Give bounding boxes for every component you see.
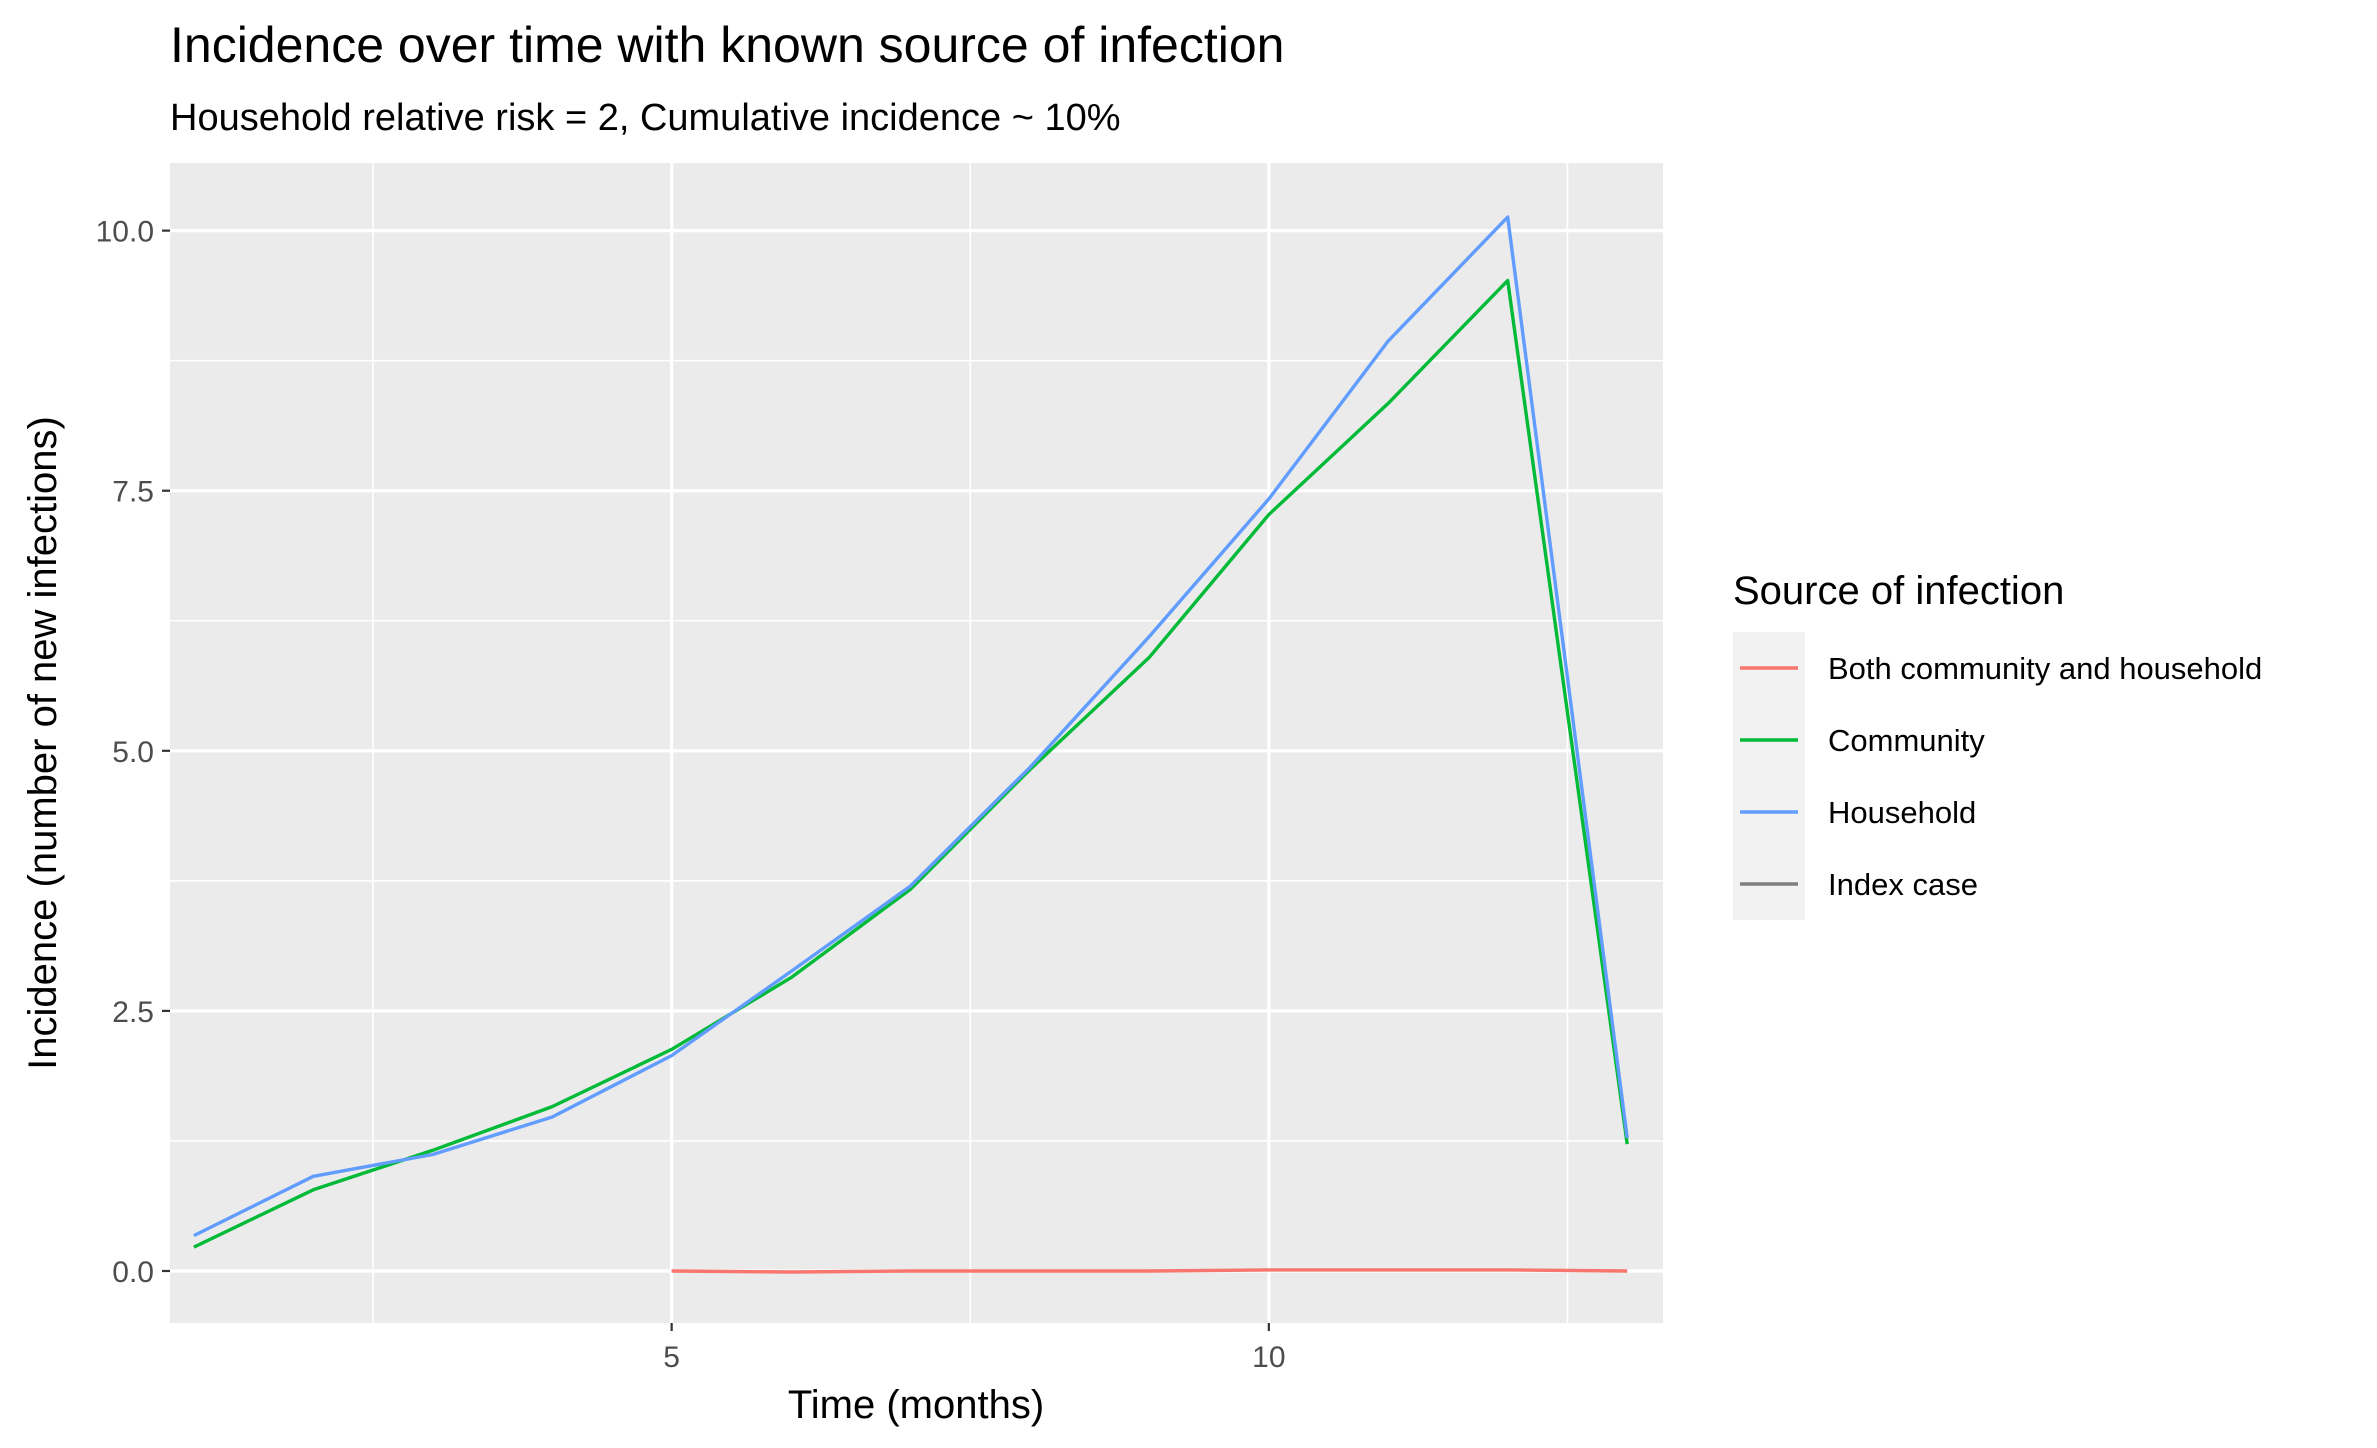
legend-label-community: Community [1828, 723, 1985, 758]
series-lines [193, 215, 1629, 1274]
x-axis-title: Time (months) [788, 1383, 1044, 1427]
y-axis-title: Incidence (number of new infections) [21, 416, 65, 1070]
y-axis: 0.0 2.5 5.0 7.5 10.0 [96, 216, 170, 1289]
chart-subtitle: Household relative risk = 2, Cumulative … [170, 97, 1121, 139]
y-tick-label: 10.0 [96, 216, 154, 249]
chart-title: Incidence over time with known source of… [170, 17, 1284, 73]
y-tick-label: 7.5 [112, 476, 154, 509]
legend: Source of infection Both community and h… [1733, 569, 2262, 920]
legend-label-index-case: Index case [1828, 867, 1978, 902]
plot-panel [170, 163, 1663, 1323]
y-tick-label: 2.5 [112, 996, 154, 1029]
y-tick-label: 5.0 [112, 736, 154, 769]
legend-title: Source of infection [1733, 569, 2064, 613]
series-line-community [193, 278, 1629, 1249]
legend-label-both-community-and-household: Both community and household [1828, 651, 2262, 686]
legend-label-household: Household [1828, 795, 1976, 830]
panel-background [170, 163, 1663, 1323]
series-line-both-community-and-household [671, 1268, 1628, 1274]
series-line-household [193, 215, 1629, 1238]
y-tick-label: 0.0 [112, 1256, 154, 1289]
x-axis: 5 10 [663, 1323, 1286, 1374]
x-tick-label: 10 [1252, 1341, 1285, 1374]
legend-entries: Both community and household Community Hou… [1740, 651, 2262, 902]
x-tick-label: 5 [663, 1341, 680, 1374]
legend-key-background [1733, 632, 1805, 920]
